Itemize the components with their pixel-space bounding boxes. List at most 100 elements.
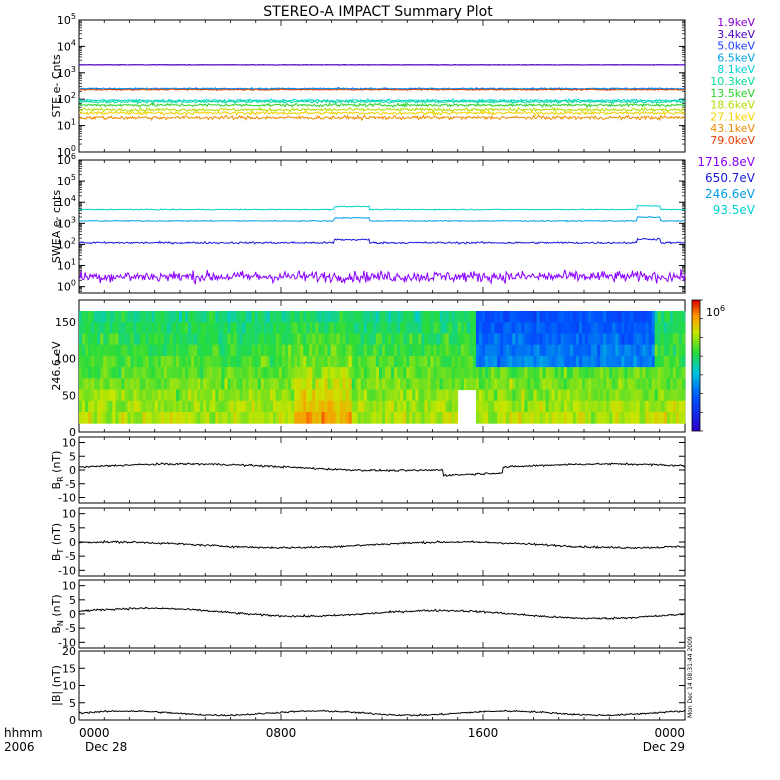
heatmap-cell [388, 378, 392, 391]
heatmap-cell [191, 378, 195, 391]
heatmap-cell [145, 411, 150, 424]
heatmap-cell [218, 355, 222, 368]
heatmap-cell [200, 367, 204, 379]
heatmap-cell [612, 389, 616, 402]
heatmap-cell [633, 311, 637, 323]
heatmap-cell [245, 322, 250, 334]
heatmap-cell [315, 333, 319, 346]
heatmap-cell [330, 400, 334, 413]
heatmap-cell [257, 411, 262, 424]
heatmap-cell [121, 311, 125, 323]
heatmap-cell [621, 355, 625, 368]
heatmap-cell [382, 389, 386, 402]
heatmap-cell [327, 389, 331, 402]
heatmap-cell [382, 322, 386, 334]
heatmap-cell [97, 378, 101, 391]
heatmap-cell [269, 333, 274, 346]
heatmap-cell [551, 400, 556, 413]
heatmap-cell [612, 378, 616, 391]
heatmap-cell [585, 322, 589, 334]
heatmap-cell [142, 389, 147, 402]
heatmap-cell [478, 344, 483, 357]
heatmap-cell [303, 389, 307, 402]
heatmap-cell [475, 378, 480, 391]
heatmap-cell [357, 311, 362, 323]
heatmap-cell [360, 311, 365, 323]
heatmap-cell [330, 411, 334, 424]
heatmap-cell [275, 322, 280, 334]
legend-entry: 1.9keV [717, 16, 755, 29]
heatmap-cell [203, 411, 207, 424]
heatmap-cell [515, 322, 519, 334]
heatmap-cell [112, 344, 116, 357]
heatmap-cell [127, 322, 131, 334]
heatmap-cell [103, 344, 107, 357]
heatmap-cell [488, 344, 492, 357]
heatmap-cell [197, 322, 201, 334]
heatmap-cell [260, 322, 265, 334]
heatmap-cell [263, 389, 268, 402]
heatmap-cell [400, 355, 404, 368]
heatmap-cell [575, 355, 580, 368]
heatmap-cell [227, 367, 231, 379]
heatmap-cell [648, 311, 653, 323]
heatmap-cell [269, 411, 274, 424]
heatmap-cell [621, 322, 625, 334]
heatmap-cell [642, 411, 647, 424]
heatmap-cell [336, 333, 340, 346]
heatmap-cell [291, 333, 295, 346]
heatmap-cell [197, 355, 201, 368]
heatmap-cell [106, 411, 110, 424]
heatmap-cell [642, 389, 647, 402]
heatmap-cell [530, 411, 534, 424]
heatmap-cell [636, 411, 640, 424]
heatmap-cell [266, 344, 271, 357]
heatmap-cell [497, 333, 501, 346]
heatmap-cell [82, 378, 86, 391]
heatmap-cell [636, 322, 640, 334]
heatmap-cell [324, 378, 328, 391]
heatmap-cell [191, 367, 195, 379]
heatmap-cell [566, 367, 571, 379]
heatmap-cell [463, 311, 468, 323]
heatmap-cell [178, 344, 183, 357]
heatmap-cell [669, 400, 674, 413]
heatmap-cell [609, 400, 613, 413]
heatmap-cell [321, 389, 325, 402]
heatmap-cell [309, 389, 313, 402]
heatmap-cell [485, 367, 489, 379]
heatmap-cell [282, 333, 286, 346]
heatmap-cell [503, 355, 507, 368]
heatmap-cell [494, 333, 498, 346]
heatmap-cell [251, 378, 256, 391]
heatmap-cell [242, 311, 247, 323]
heatmap-cell [260, 344, 265, 357]
heatmap-cell [439, 311, 443, 323]
heatmap-cell [239, 344, 244, 357]
heatmap-cell [166, 400, 171, 413]
heatmap-cell [103, 322, 107, 334]
heatmap-cell [578, 400, 583, 413]
heatmap-cell [124, 411, 128, 424]
heatmap-cell [657, 355, 662, 368]
heatmap-cell [285, 322, 289, 334]
heatmap-cell [303, 344, 307, 357]
heatmap-cell [663, 389, 668, 402]
heatmap-cell [554, 344, 559, 357]
heatmap-cell [239, 367, 244, 379]
heatmap-cell [145, 389, 150, 402]
heatmap-cell [348, 411, 353, 424]
heatmap-cell [206, 367, 210, 379]
heatmap-cell [418, 389, 422, 402]
heatmap-cell [91, 378, 95, 391]
heatmap-cell [197, 411, 201, 424]
heatmap-cell [651, 400, 656, 413]
heatmap-cell [248, 411, 253, 424]
heatmap-cell [448, 322, 453, 334]
heatmap-cell [403, 411, 407, 424]
heatmap-cell [472, 344, 477, 357]
heatmap-cell [439, 367, 443, 379]
heatmap-cell [569, 378, 574, 391]
heatmap-cell [360, 355, 365, 368]
heatmap-cell [503, 411, 507, 424]
